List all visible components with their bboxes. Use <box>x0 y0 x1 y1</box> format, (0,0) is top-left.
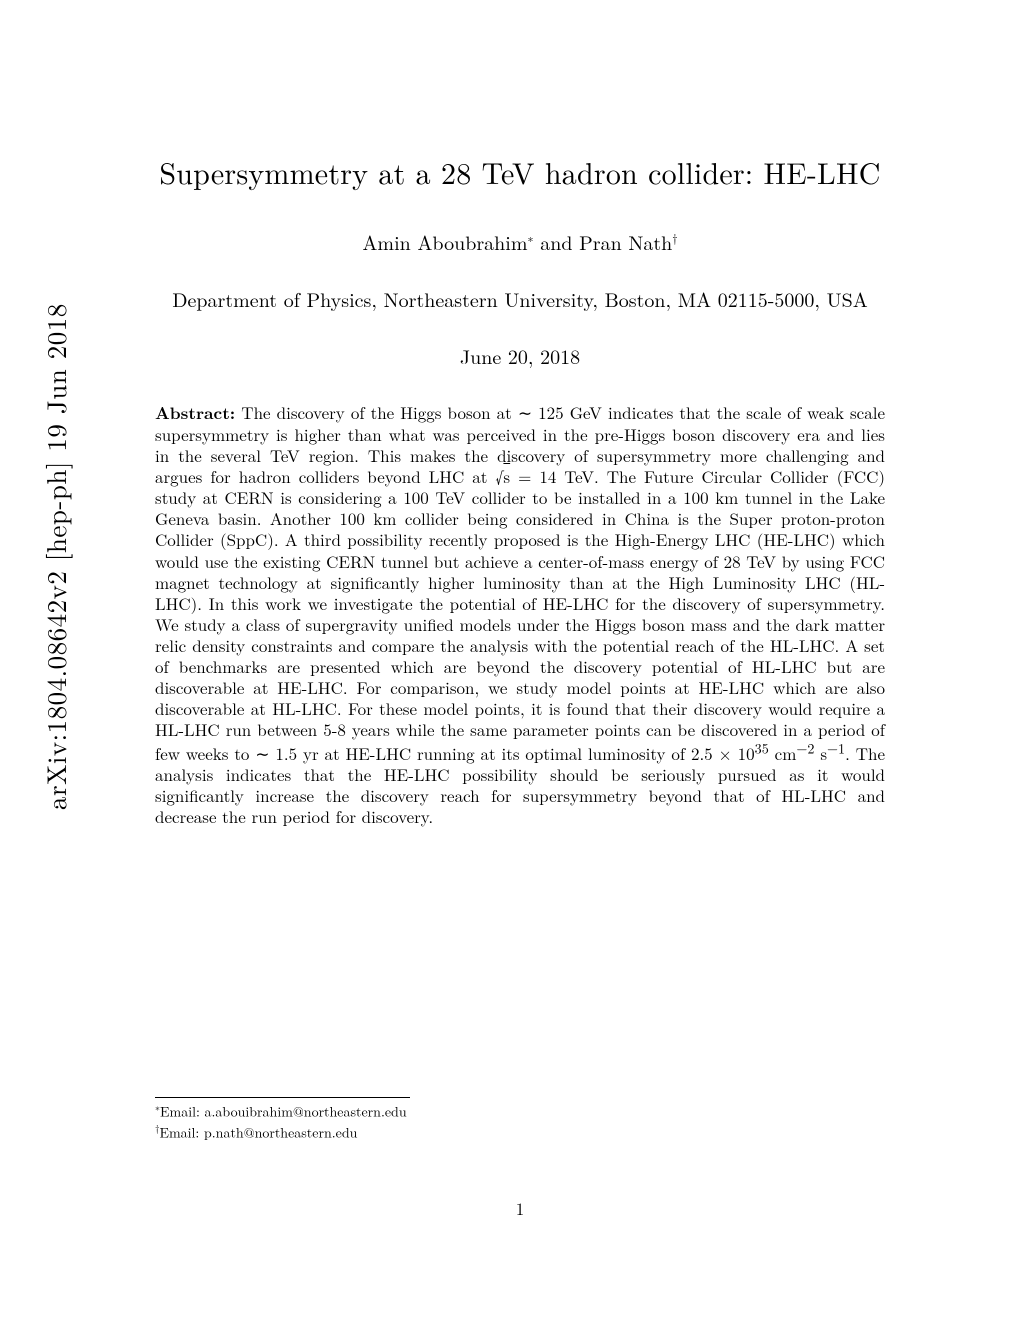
paper-title: Supersymmetry at a 28 TeV hadron collide… <box>155 150 885 193</box>
abstract-body: The discovery of the Higgs boson at ∼ 12… <box>155 400 885 828</box>
affiliation: Department of Physics, Northeastern Univ… <box>155 284 885 313</box>
author-1: Amin Aboubrahim <box>362 227 527 256</box>
abstract: Abstract: The discovery of the Higgs bos… <box>155 402 885 827</box>
author-2-marker: † <box>672 229 677 246</box>
arxiv-identifier: arXiv:1804.08642v2 [hep-ph] 19 Jun 2018 <box>36 303 74 810</box>
footnote-1: ∗Email: a.abouibrahim@northeastern.edu <box>155 1101 885 1122</box>
footnotes: ∗Email: a.abouibrahim@northeastern.edu †… <box>155 1101 885 1142</box>
footnote-2: †Email: p.nath@northeastern.edu <box>155 1122 885 1143</box>
footnote-2-text: Email: p.nath@northeastern.edu <box>159 1122 357 1142</box>
date: June 20, 2018 <box>155 341 885 370</box>
footnote-rule <box>155 1097 410 1098</box>
page-number: 1 <box>155 1196 885 1220</box>
author-and: and Pran Nath <box>534 227 673 256</box>
footnote-1-text: Email: a.abouibrahim@northeastern.edu <box>160 1102 407 1122</box>
page-content: Supersymmetry at a 28 TeV hadron collide… <box>155 150 885 1142</box>
authors-line: Amin Aboubrahim∗ and Pran Nath† <box>155 227 885 256</box>
